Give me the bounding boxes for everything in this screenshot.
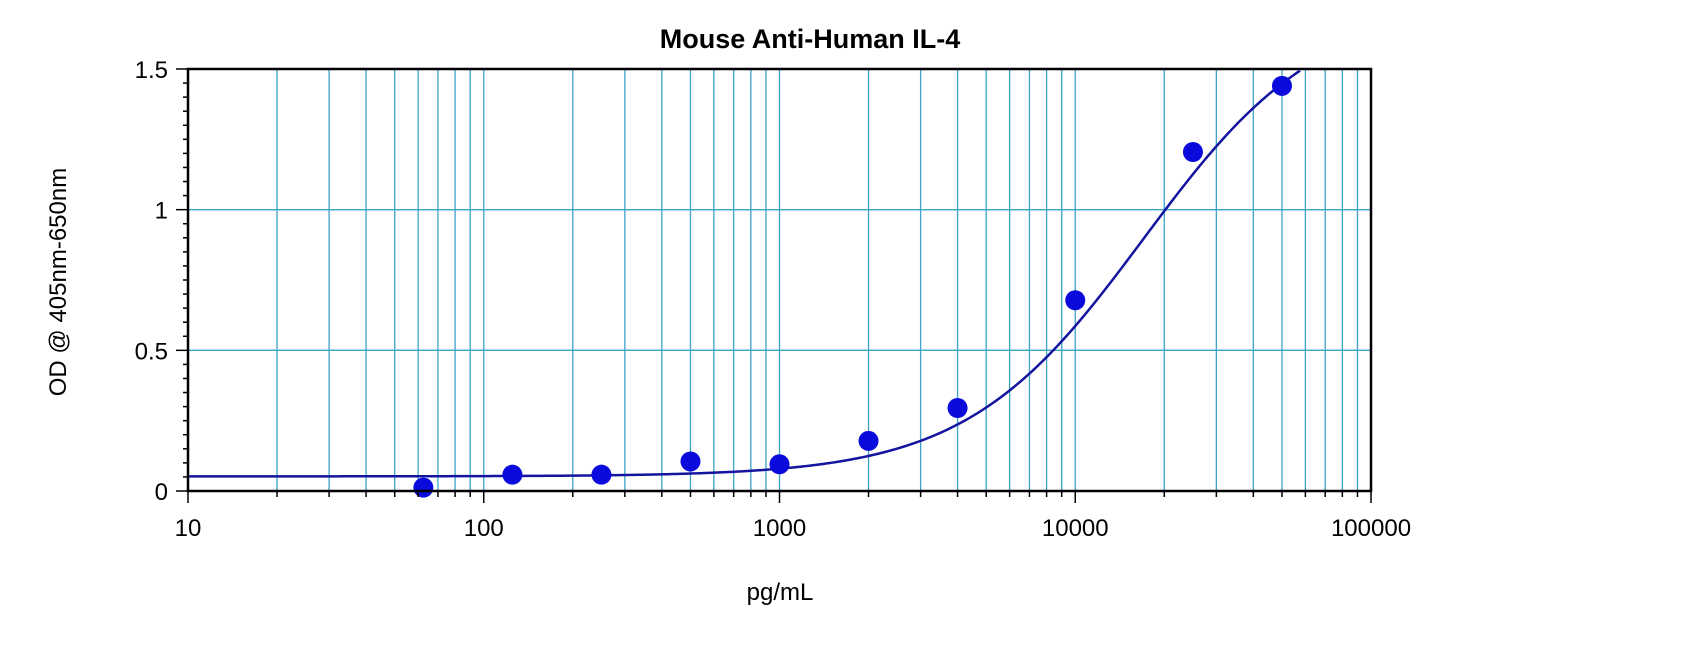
data-point — [591, 464, 612, 485]
data-point — [413, 477, 434, 498]
x-tick-label: 100000 — [1331, 515, 1411, 542]
axes — [176, 67, 1373, 503]
fit-curve-layer — [188, 69, 1301, 478]
data-point — [769, 454, 790, 475]
x-axis-label: pg/mL — [747, 579, 814, 606]
x-tick-label: 10 — [175, 515, 202, 542]
grid-lines — [188, 69, 1371, 491]
y-tick-label: 0.5 — [135, 338, 168, 365]
data-points-layer — [413, 75, 1292, 498]
data-point — [680, 451, 701, 472]
data-point — [858, 430, 879, 451]
fit-curve — [188, 69, 1301, 478]
data-point — [1271, 75, 1292, 96]
data-point — [1182, 141, 1203, 162]
y-tick-label: 1 — [155, 198, 168, 225]
chart-title: Mouse Anti-Human IL-4 — [660, 24, 961, 54]
data-point — [1065, 290, 1086, 311]
data-point — [947, 398, 968, 419]
x-tick-label: 100 — [464, 515, 504, 542]
y-tick-label: 1.5 — [135, 57, 168, 84]
tick-labels: 0 0.5 1 1.5 10 100 1000 10000 100000 — [135, 57, 1411, 542]
x-tick-label: 10000 — [1042, 515, 1109, 542]
x-tick-label: 1000 — [753, 515, 806, 542]
y-tick-label: 0 — [155, 479, 168, 506]
y-axis-label: OD @ 405nm-650nm — [45, 168, 72, 396]
data-point — [502, 464, 523, 485]
